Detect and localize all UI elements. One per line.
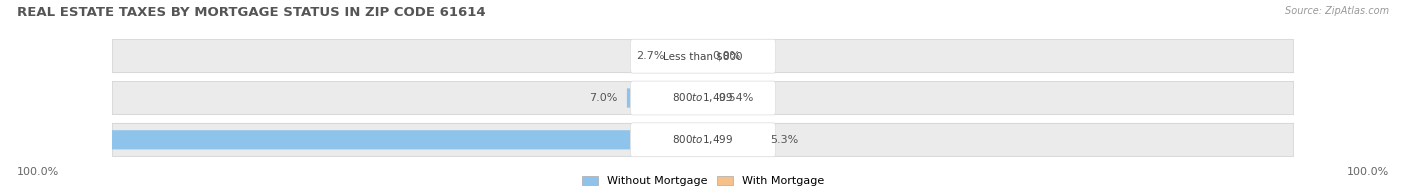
Text: 0.54%: 0.54%: [718, 93, 754, 103]
FancyBboxPatch shape: [627, 88, 703, 108]
FancyBboxPatch shape: [673, 47, 703, 66]
Text: REAL ESTATE TAXES BY MORTGAGE STATUS IN ZIP CODE 61614: REAL ESTATE TAXES BY MORTGAGE STATUS IN …: [17, 6, 485, 19]
FancyBboxPatch shape: [630, 39, 776, 73]
FancyBboxPatch shape: [703, 130, 761, 149]
Text: $800 to $1,499: $800 to $1,499: [672, 133, 734, 146]
FancyBboxPatch shape: [112, 40, 1294, 73]
FancyBboxPatch shape: [703, 88, 709, 108]
Text: 100.0%: 100.0%: [1347, 167, 1389, 178]
Text: 100.0%: 100.0%: [17, 167, 59, 178]
FancyBboxPatch shape: [0, 130, 703, 149]
FancyBboxPatch shape: [630, 123, 776, 157]
Text: 2.7%: 2.7%: [636, 51, 664, 61]
Text: 0.0%: 0.0%: [713, 51, 741, 61]
Text: $800 to $1,499: $800 to $1,499: [672, 92, 734, 104]
Text: 5.3%: 5.3%: [770, 135, 799, 145]
Text: 7.0%: 7.0%: [589, 93, 617, 103]
FancyBboxPatch shape: [112, 123, 1294, 156]
FancyBboxPatch shape: [112, 82, 1294, 114]
Legend: Without Mortgage, With Mortgage: Without Mortgage, With Mortgage: [578, 171, 828, 191]
Text: Source: ZipAtlas.com: Source: ZipAtlas.com: [1285, 6, 1389, 16]
FancyBboxPatch shape: [630, 81, 776, 115]
Text: Less than $800: Less than $800: [664, 51, 742, 61]
